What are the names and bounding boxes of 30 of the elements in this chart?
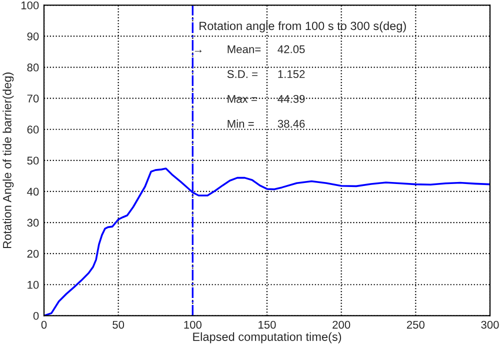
x-tick-label: 250 bbox=[406, 320, 424, 329]
y-tick-label: 30 bbox=[27, 218, 39, 227]
y-tick-label: 80 bbox=[27, 64, 39, 72]
x-tick-label: 100 bbox=[184, 320, 202, 329]
x-tick-label: 150 bbox=[258, 320, 276, 329]
annotation: Max = bbox=[228, 95, 257, 103]
annotation: Mean= bbox=[228, 45, 261, 54]
x-tick-label: 200 bbox=[332, 320, 350, 329]
x-tick-label: 300 bbox=[481, 320, 499, 329]
y-axis-title: Rotation Angle of tide barrier(deg) bbox=[2, 72, 14, 248]
y-tick-label: 50 bbox=[27, 156, 39, 165]
annotation: 38.46 bbox=[278, 120, 305, 128]
y-tick-label: 70 bbox=[27, 94, 39, 102]
x-axis-title: Elapsed computation time(s) bbox=[193, 332, 342, 344]
annotation: 42.05 bbox=[278, 45, 305, 54]
y-tick-label: 90 bbox=[27, 32, 39, 40]
y-tick-label: 40 bbox=[27, 188, 39, 196]
annotation: S.D. = bbox=[227, 70, 258, 78]
y-tick-label: 10 bbox=[28, 280, 39, 289]
y-tick-label: 20 bbox=[27, 250, 39, 258]
annotation: 44.39 bbox=[278, 94, 305, 103]
y-tick-label: 60 bbox=[27, 126, 39, 134]
y-tick-label: 100 bbox=[21, 1, 39, 10]
x-tick-label: 50 bbox=[112, 320, 124, 329]
annotation: → bbox=[194, 50, 202, 53]
y-tick-label: 0 bbox=[33, 312, 39, 320]
annotation: Rotation angle from 100 s to 300 s(deg) bbox=[200, 21, 406, 32]
x-tick-label: 0 bbox=[41, 320, 47, 329]
annotation: Min = bbox=[228, 120, 254, 128]
annotation: 1.152 bbox=[278, 70, 305, 78]
